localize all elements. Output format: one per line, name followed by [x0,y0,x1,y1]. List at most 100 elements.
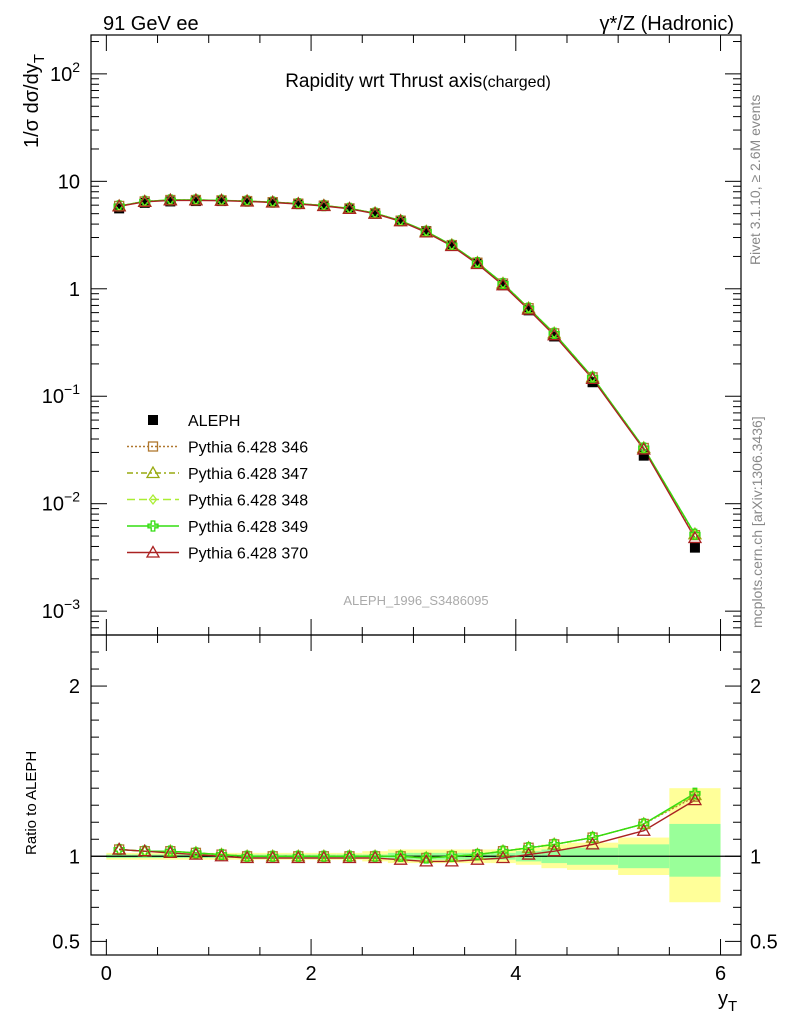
ratio-point-p370 [163,845,178,859]
y-tick-label: 10 [58,171,80,193]
data-point-p370 [636,442,651,455]
y-tick-label: 10−1 [42,381,80,408]
data-point-p349 [689,528,701,540]
data-point-aleph [421,225,432,236]
data-point-aleph [318,200,329,211]
data-point-aleph [293,199,304,210]
data-point-p370 [188,193,204,206]
data-point-aleph [190,196,201,207]
data-point-p370 [291,196,306,210]
analysis-watermark: ALEPH_1996_S3486095 [343,593,488,608]
ratio-point-p370 [367,850,383,864]
x-tick-label: 6 [715,963,726,985]
data-point-aleph [344,203,355,214]
legend-label: Pythia 6.428 370 [188,546,308,563]
data-point-aleph [242,196,253,207]
ratio-line-p370 [119,799,696,863]
data-point-p370 [393,213,408,227]
legend-marker [148,493,158,506]
ratio-y-axis-label: Ratio to ALEPH [23,751,40,855]
legend-label: Pythia 6.428 346 [188,440,308,457]
main-y-axis-label: 1/σ dσ/dyT [21,54,48,148]
ratio-frame [90,634,742,956]
y-tick-label: 10−3 [42,596,80,623]
legend-label: Pythia 6.428 347 [188,466,308,483]
legend-marker [147,520,159,532]
ratio-y-tick-label: 1 [69,846,80,868]
data-point-aleph [395,215,406,226]
data-point-p370 [495,277,511,291]
ratio-point-p370 [239,850,255,864]
ratio-y-tick-label: 0.5 [52,931,80,953]
x-tick-label: 2 [306,963,317,985]
x-tick-label: 4 [510,963,521,985]
data-point-p370 [521,302,536,315]
ratio-point-p370 [265,850,280,864]
series-line-p346 [118,199,696,536]
data-point-p370 [419,225,434,238]
legend: ALEPH Pythia 6.428 346 Pythia 6.428 347 Pyt… [127,413,308,563]
data-point-aleph [139,197,150,208]
y-tick-label: 102 [50,59,80,86]
ratio-y-tick-label-right: 0.5 [750,931,778,953]
ratio-line-p349 [119,792,696,859]
ratio-point-p370 [636,823,651,836]
header-process: γ*/Z (Hadronic) [600,13,734,35]
ratio-point-p370 [470,852,485,865]
main-axes: 10−3 10−2 10−1 1 10 102 [42,34,742,636]
data-point-p370 [342,201,357,214]
main-series-group [112,192,703,553]
ratio-point-p370 [444,854,459,867]
data-point-aleph [370,208,381,219]
ratio-y-tick-label-right: 2 [750,676,761,698]
series-line-p347 [118,199,696,535]
ratio-point-p370 [547,843,562,857]
series-line-p370 [118,199,696,539]
data-point-aleph [114,203,125,214]
ratio-point-p370 [342,850,357,864]
data-point-aleph [523,305,534,316]
ratio-point-p370 [291,850,306,864]
data-point-aleph [267,197,278,208]
data-point-aleph [165,196,176,207]
legend-marker [145,465,161,479]
data-point-p370 [316,198,331,212]
data-point-p370 [214,193,229,206]
data-point-aleph [689,542,700,553]
header-energy: 91 GeV ee [103,13,199,35]
ratio-point-p348 [690,789,700,801]
data-point-aleph [216,196,227,207]
data-point-p370 [444,238,459,252]
data-point-p370 [137,194,152,207]
ratio-uncertainty-bands [91,788,741,903]
ratio-point-p370 [419,854,434,867]
ratio-point-p370 [214,848,229,862]
x-tick-label: 0 [101,963,112,985]
legend-marker [148,415,158,425]
ratio-y-tick-label-right: 1 [750,846,761,868]
mcplots-label: mcplots.cern.ch [arXiv:1306.3436] [749,416,765,628]
ratio-point-p370 [521,847,536,860]
legend-entry-p349: Pythia 6.428 349 [127,519,308,536]
ratio-point-p370 [687,792,703,806]
legend-entry-ALEPH: ALEPH [148,413,240,430]
data-point-aleph [549,331,560,342]
ratio-point-p370 [393,852,408,865]
ratio-point-p370 [137,843,152,857]
data-point-p370 [585,371,600,385]
x-axis-label: yT [718,988,737,1015]
legend-label: Pythia 6.428 348 [188,493,308,510]
y-tick-label: 10−2 [42,489,80,516]
legend-entry-p346: Pythia 6.428 346 [127,440,308,457]
legend-label: Pythia 6.428 349 [188,519,308,536]
legend-marker [145,545,161,558]
ratio-y-tick-label: 2 [69,676,80,698]
data-point-p370 [163,193,178,206]
data-point-aleph [498,280,509,291]
plot-title: Rapidity wrt Thrust axis(charged) [285,71,551,92]
data-point-p370 [239,194,255,207]
data-point-p370 [547,327,562,341]
data-point-p370 [112,199,127,212]
ratio-point-p349 [420,852,432,864]
data-point-aleph [472,258,483,269]
